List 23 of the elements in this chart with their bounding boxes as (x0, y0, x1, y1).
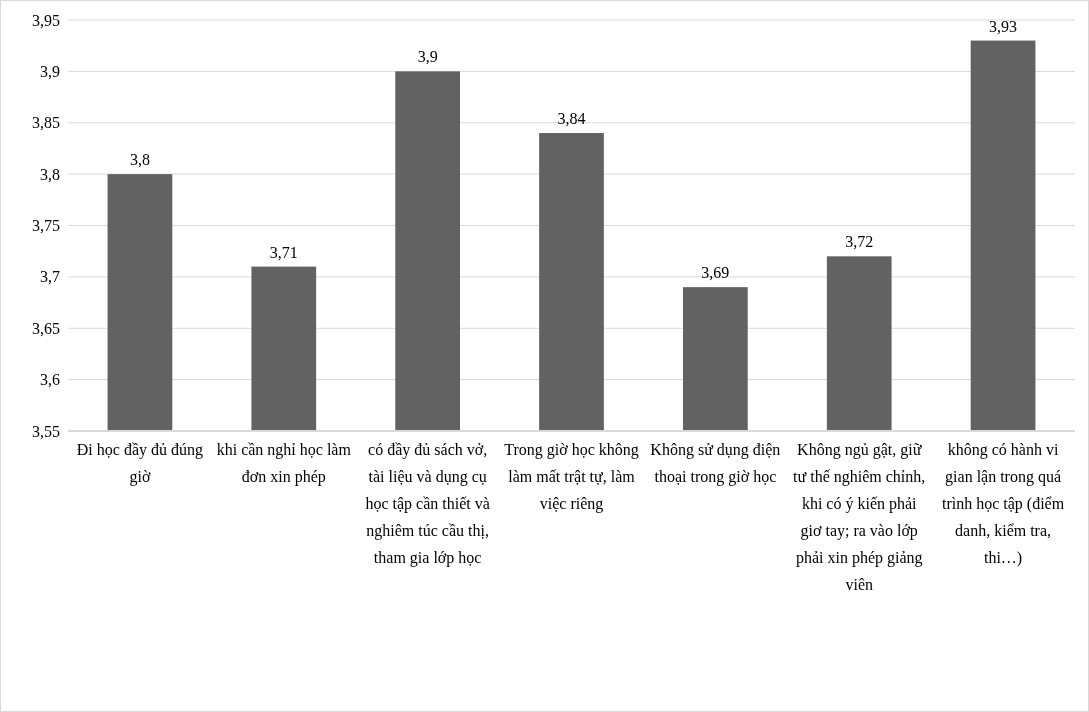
x-tick-label: không có hành vi gian lận trong quá trình học tập (điểm danh, kiểm tra, thi…) (941, 441, 1065, 567)
data-label: 3,93 (989, 17, 1018, 35)
y-tick-label: 3,75 (32, 217, 60, 235)
y-tick-label: 3,8 (40, 165, 60, 183)
y-tick-label: 3,65 (32, 319, 60, 337)
data-label: 3,72 (845, 233, 874, 251)
y-tick-label: 3,95 (32, 11, 60, 29)
data-label: 3,9 (417, 48, 438, 66)
data-label: 3,71 (269, 243, 298, 261)
x-tick-label: Không sử dụng điện thoại trong giờ học (650, 441, 781, 486)
y-tick-label: 3,6 (40, 371, 60, 389)
y-tick-label: 3,55 (32, 422, 60, 440)
y-tick-label: 3,9 (40, 62, 60, 80)
y-tick-label: 3,7 (40, 268, 60, 286)
x-tick-label: khi cần nghỉ học làm đơn xin phép (216, 441, 352, 486)
x-tick-label: Trong giờ học không làm mất trật tự, làm việc riêng (504, 441, 639, 513)
data-label: 3,84 (557, 110, 586, 128)
x-tick-label: có đầy đủ sách vở, tài liệu và dụng cụ học tập cần thiết và nghiêm túc cầu thị, tham gia lớp học (365, 441, 490, 567)
x-tick-label: Không ngủ gật, giữ tư thế nghiêm chỉnh, khi có ý kiến phải giơ tay; ra vào lớp phải xin phép giảng viên (793, 441, 926, 593)
data-label: 3,69 (701, 264, 730, 282)
x-tick-label: Đi học đầy đủ đúng giờ (76, 441, 204, 486)
y-tick-label: 3,85 (32, 114, 60, 132)
data-label: 3,8 (129, 151, 150, 169)
